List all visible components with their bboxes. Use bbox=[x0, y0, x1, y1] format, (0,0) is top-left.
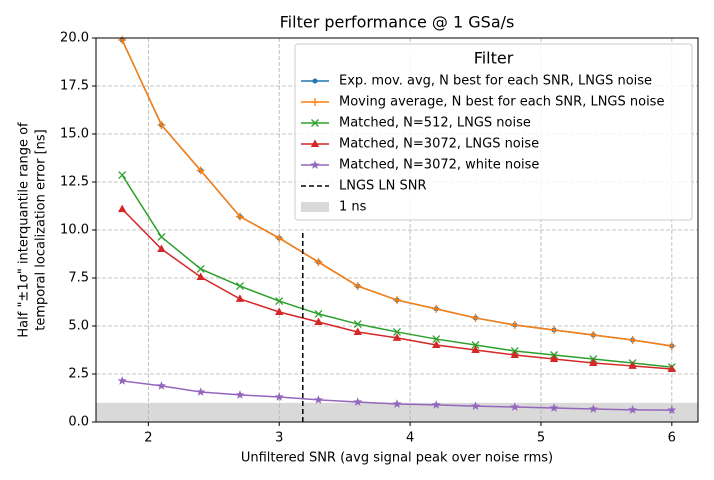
legend-patch bbox=[301, 202, 329, 212]
data-point bbox=[393, 296, 401, 305]
y-tick-label: 7.5 bbox=[68, 271, 89, 286]
data-point bbox=[431, 400, 441, 409]
data-point bbox=[667, 405, 677, 414]
data-point bbox=[353, 327, 362, 335]
data-point bbox=[549, 354, 559, 363]
legend-label: LNGS LN SNR bbox=[339, 179, 427, 194]
data-point bbox=[589, 358, 598, 367]
x-tick-label: 5 bbox=[537, 431, 545, 446]
data-point bbox=[275, 234, 284, 243]
data-point bbox=[392, 333, 402, 341]
data-point bbox=[549, 403, 559, 412]
legend-label: Moving average, N best for each SNR, LNG… bbox=[339, 95, 664, 110]
data-point bbox=[353, 282, 362, 291]
legend-label: Matched, N=3072, white noise bbox=[339, 158, 539, 173]
series-line bbox=[121, 208, 672, 370]
y-tick-label: 2.5 bbox=[68, 367, 89, 382]
data-point bbox=[156, 381, 166, 390]
legend-marker bbox=[311, 119, 319, 127]
data-point bbox=[667, 364, 677, 373]
y-tick-label: 12.5 bbox=[60, 175, 89, 190]
data-point bbox=[235, 294, 245, 302]
data-point bbox=[353, 320, 362, 329]
data-point bbox=[235, 282, 244, 291]
legend-label: 1 ns bbox=[339, 200, 367, 215]
data-point bbox=[510, 350, 519, 358]
data-point bbox=[275, 307, 284, 315]
data-point bbox=[235, 212, 244, 221]
y-tick-label: 5.0 bbox=[68, 319, 89, 334]
data-point bbox=[314, 309, 323, 318]
data-point bbox=[117, 376, 127, 385]
legend-label: Exp. mov. avg, N best for each SNR, LNGS… bbox=[339, 74, 652, 89]
data-point bbox=[157, 120, 166, 129]
data-point bbox=[118, 35, 127, 44]
data-point bbox=[235, 390, 245, 399]
y-tick-label: 0.0 bbox=[68, 415, 89, 430]
x-tick-label: 2 bbox=[144, 431, 152, 446]
legend-box bbox=[294, 43, 693, 221]
data-point bbox=[432, 335, 441, 344]
data-point bbox=[432, 304, 441, 313]
data-point bbox=[588, 404, 598, 413]
data-point bbox=[628, 361, 637, 369]
legend-marker bbox=[312, 78, 318, 84]
data-point bbox=[471, 345, 480, 353]
y-axis-label: temporal localization error [ns] bbox=[34, 129, 49, 331]
y-tick-label: 15.0 bbox=[60, 127, 89, 142]
y-tick-label: 17.5 bbox=[60, 79, 89, 94]
data-point bbox=[510, 402, 520, 411]
plot-frame bbox=[95, 37, 699, 423]
legend-marker bbox=[311, 98, 319, 106]
data-point bbox=[314, 258, 323, 267]
x-tick-label: 6 bbox=[668, 431, 676, 446]
y-tick-label: 20.0 bbox=[60, 31, 89, 46]
data-point bbox=[589, 331, 598, 340]
data-point bbox=[667, 341, 676, 350]
data-point bbox=[392, 399, 402, 408]
data-point bbox=[353, 397, 363, 406]
data-point bbox=[157, 244, 166, 253]
data-point bbox=[313, 395, 324, 404]
chart-title: Filter performance @ 1 GSa/s bbox=[280, 13, 515, 32]
data-point bbox=[471, 313, 480, 322]
legend-label: Matched, N=3072, LNGS noise bbox=[339, 137, 539, 152]
data-point bbox=[628, 405, 638, 414]
data-point bbox=[275, 297, 284, 305]
data-point bbox=[314, 317, 323, 325]
data-point bbox=[117, 204, 127, 213]
data-point bbox=[157, 232, 166, 241]
data-point bbox=[470, 401, 481, 410]
y-axis-label: Half "±1σ" interquantile range of bbox=[17, 122, 32, 338]
data-point bbox=[510, 321, 519, 330]
data-point bbox=[196, 387, 206, 396]
data-point bbox=[550, 326, 559, 335]
data-point bbox=[196, 272, 205, 281]
x-tick-label: 4 bbox=[406, 431, 414, 446]
legend-marker bbox=[310, 139, 320, 147]
legend-title: Filter bbox=[474, 49, 514, 68]
data-point bbox=[196, 265, 205, 273]
data-point bbox=[628, 336, 637, 345]
legend-label: Matched, N=512, LNGS noise bbox=[339, 116, 531, 131]
y-tick-label: 10.0 bbox=[60, 223, 89, 238]
data-point bbox=[118, 171, 127, 180]
data-point bbox=[432, 340, 441, 349]
data-point bbox=[196, 166, 205, 175]
x-tick-label: 3 bbox=[275, 431, 283, 446]
data-point bbox=[274, 392, 284, 401]
x-axis-label: Unfiltered SNR (avg signal peak over noi… bbox=[241, 451, 553, 466]
data-point bbox=[393, 327, 401, 336]
data-point bbox=[471, 341, 480, 349]
legend-marker bbox=[310, 160, 320, 169]
